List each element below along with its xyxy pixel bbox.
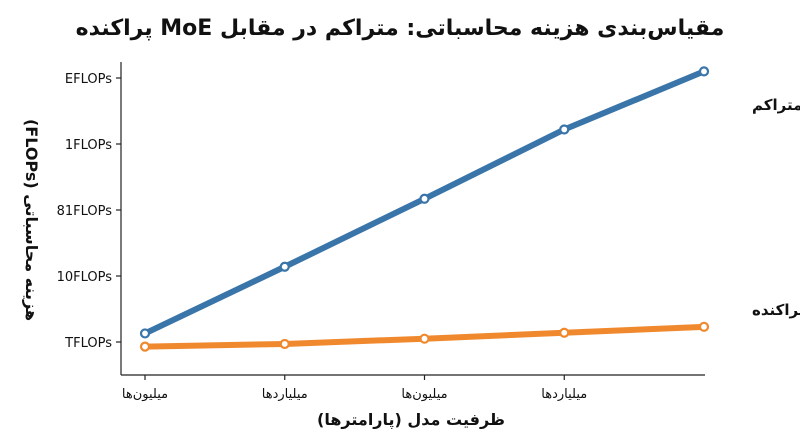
x-tick-label: میلیون‌ها [122, 387, 168, 402]
data-point [559, 124, 570, 135]
x-tick-label: میلیاردها [541, 387, 587, 402]
data-point [419, 193, 430, 204]
y-tick-label: 1FLOPs [65, 138, 112, 153]
data-point [139, 341, 151, 352]
x-tick-label: میلیاردها [262, 387, 308, 402]
chart-title: مقیاس‌بندی هزینه محاسباتی: متراکم در مقا… [76, 16, 725, 41]
y-tick-label: 10FLOPs [57, 270, 113, 285]
series-label: مدل متراکم [752, 96, 800, 114]
data-point [279, 261, 290, 272]
data-point [279, 338, 290, 350]
data-point [698, 321, 710, 332]
x-tick-label: میلیون‌ها [401, 387, 447, 402]
x-axis-label: ظرفیت مدل (پارامترها) [317, 410, 505, 430]
data-point [698, 66, 710, 77]
data-point [419, 333, 430, 344]
y-axis-label: هزینه محاسباتی (FLOPs) [22, 119, 41, 321]
y-ticks: TFLOPs 10FLOPs 81FLOPs 1FLOPs EFLOPs [57, 72, 121, 351]
series-label: مدل MoE پراکنده [752, 301, 800, 320]
y-tick-label: 81FLOPs [57, 204, 113, 219]
series: مدل متراکم مدل MoE پراکنده [139, 66, 800, 352]
data-point [559, 327, 570, 338]
x-ticks: میلیون‌ها میلیاردها میلیون‌ها میلیاردها [122, 375, 587, 402]
data-point [139, 328, 151, 339]
axes [120, 62, 705, 376]
y-tick-label: EFLOPs [65, 72, 112, 87]
y-tick-label: TFLOPs [64, 336, 112, 351]
